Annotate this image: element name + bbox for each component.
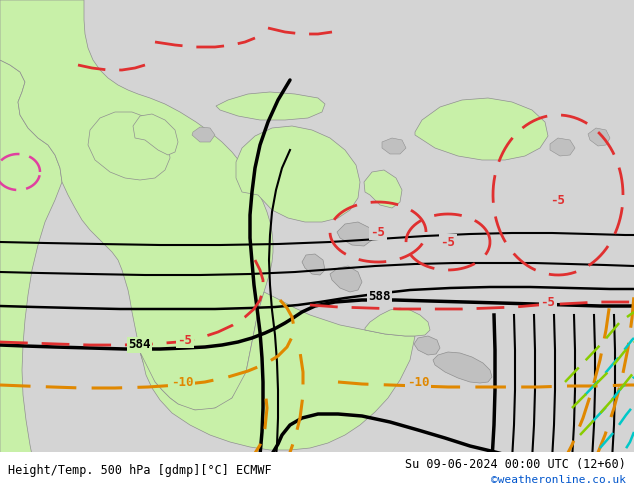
- Polygon shape: [236, 126, 360, 222]
- Polygon shape: [337, 222, 372, 246]
- Polygon shape: [330, 266, 362, 292]
- Polygon shape: [414, 336, 440, 355]
- Text: -10: -10: [171, 375, 193, 389]
- Polygon shape: [550, 138, 575, 156]
- Polygon shape: [133, 114, 178, 155]
- Text: -5: -5: [541, 295, 555, 309]
- Polygon shape: [0, 0, 273, 410]
- Text: 584: 584: [128, 339, 150, 351]
- Polygon shape: [140, 292, 415, 450]
- Polygon shape: [0, 0, 62, 490]
- Polygon shape: [433, 352, 492, 383]
- Text: Height/Temp. 500 hPa [gdmp][°C] ECMWF: Height/Temp. 500 hPa [gdmp][°C] ECMWF: [8, 464, 271, 476]
- Polygon shape: [216, 92, 325, 120]
- Polygon shape: [365, 308, 430, 336]
- Polygon shape: [588, 128, 610, 146]
- Text: -5: -5: [370, 225, 385, 239]
- Polygon shape: [382, 138, 406, 154]
- Text: 588: 588: [368, 291, 391, 303]
- Bar: [0, 452, 634, 490]
- Polygon shape: [302, 254, 325, 275]
- Polygon shape: [192, 127, 215, 142]
- Text: Su 09-06-2024 00:00 UTC (12+60): Su 09-06-2024 00:00 UTC (12+60): [405, 458, 626, 470]
- Text: ©weatheronline.co.uk: ©weatheronline.co.uk: [491, 475, 626, 485]
- Text: -5: -5: [550, 194, 566, 206]
- Polygon shape: [364, 170, 402, 208]
- Text: -5: -5: [178, 334, 193, 346]
- Text: -10: -10: [407, 375, 429, 389]
- Polygon shape: [88, 112, 170, 180]
- Polygon shape: [415, 98, 548, 160]
- Text: -5: -5: [441, 236, 455, 248]
